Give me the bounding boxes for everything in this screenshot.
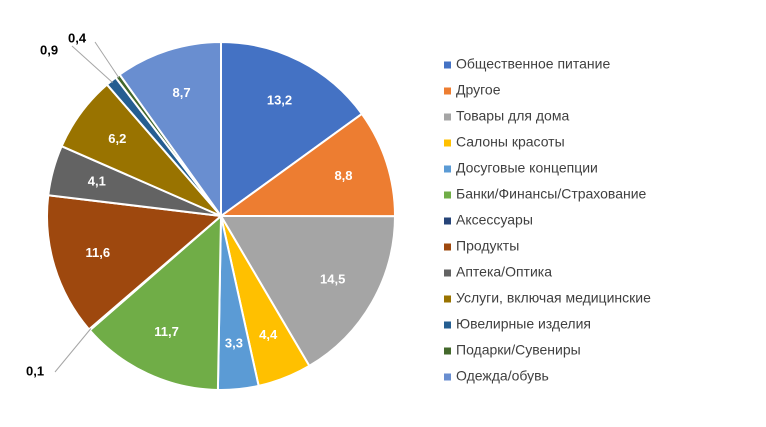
- legend-swatch: [444, 321, 451, 329]
- legend-item: Услуги, включая медицинские: [444, 290, 651, 306]
- legend-swatch: [444, 61, 451, 69]
- data-label: 4,4: [259, 327, 278, 342]
- data-label: 0,4: [68, 30, 87, 45]
- legend-item: Другое: [444, 82, 501, 98]
- leader-line: [94, 41, 120, 78]
- legend-swatch: [444, 165, 451, 173]
- legend-item: Ювелирные изделия: [444, 316, 591, 332]
- legend-swatch: [444, 269, 451, 277]
- data-label: 8,7: [173, 85, 191, 100]
- legend-swatch: [444, 87, 451, 95]
- leader-line: [54, 328, 92, 373]
- legend-item: Банки/Финансы/Страхование: [444, 186, 647, 202]
- legend-swatch: [444, 347, 451, 355]
- pie-slice: [88, 213, 223, 391]
- legend-swatch: [444, 191, 451, 199]
- pie-slice: [217, 112, 397, 218]
- legend-label: Другое: [456, 82, 501, 98]
- legend-swatch: [444, 217, 451, 225]
- leader-lines: [54, 41, 120, 373]
- legend-swatch: [444, 113, 451, 121]
- data-label: 6,2: [108, 131, 126, 146]
- legend-item: Подарки/Сувениры: [444, 342, 581, 358]
- legend-label: Аксессуары: [456, 212, 533, 228]
- pie-slice: [220, 40, 364, 218]
- legend-item: Салоны красоты: [444, 134, 565, 150]
- legend-swatch: [444, 243, 451, 251]
- leader-line: [71, 45, 113, 83]
- legend-item: Одежда/обувь: [444, 368, 549, 384]
- data-label: 14,5: [320, 271, 345, 286]
- data-label: 0,1: [26, 363, 44, 378]
- legend-label: Салоны красоты: [456, 134, 565, 150]
- legend-item: Продукты: [444, 238, 519, 254]
- legend-label: Досуговые концепции: [456, 160, 598, 176]
- legend-swatch: [444, 295, 451, 303]
- legend-item: Аптека/Оптика: [444, 264, 552, 280]
- legend-label: Товары для дома: [456, 108, 569, 124]
- pie-slice: [118, 40, 222, 220]
- data-label: 3,3: [225, 336, 243, 351]
- legend-swatch: [444, 139, 451, 147]
- legend-label: Ювелирные изделия: [456, 316, 591, 332]
- legend-label: Одежда/обувь: [456, 368, 549, 384]
- pie-slices: [46, 40, 397, 391]
- legend-item: Товары для дома: [444, 108, 569, 124]
- data-label: 4,1: [88, 174, 106, 189]
- legend-label: Банки/Финансы/Страхование: [456, 186, 647, 202]
- data-label: 8,8: [334, 168, 352, 183]
- legend-label: Общественное питание: [456, 56, 610, 72]
- data-label: 13,2: [267, 93, 292, 108]
- legend-item: Досуговые концепции: [444, 160, 598, 176]
- data-labels: 13,2 8,8 14,5 4,4 3,3 11,7 0,1 11,6 4,1 6,2 0,9 0,4…: [26, 30, 353, 378]
- data-label: 11,6: [86, 245, 111, 260]
- pie-slice: [219, 214, 397, 368]
- legend-swatch: [444, 373, 451, 381]
- legend-label: Аптека/Оптика: [456, 264, 552, 280]
- legend-item: Общественное питание: [444, 56, 610, 72]
- data-label: 0,9: [40, 42, 58, 57]
- legend-label: Услуги, включая медицинские: [456, 290, 651, 306]
- legend-item: Аксессуары: [444, 212, 533, 228]
- legend-label: Подарки/Сувениры: [456, 342, 581, 358]
- legend: Общественное питание Другое Товары для дом…: [444, 56, 651, 384]
- data-label: 11,7: [154, 324, 179, 339]
- legend-label: Продукты: [456, 238, 519, 254]
- pie-slice: [46, 194, 224, 331]
